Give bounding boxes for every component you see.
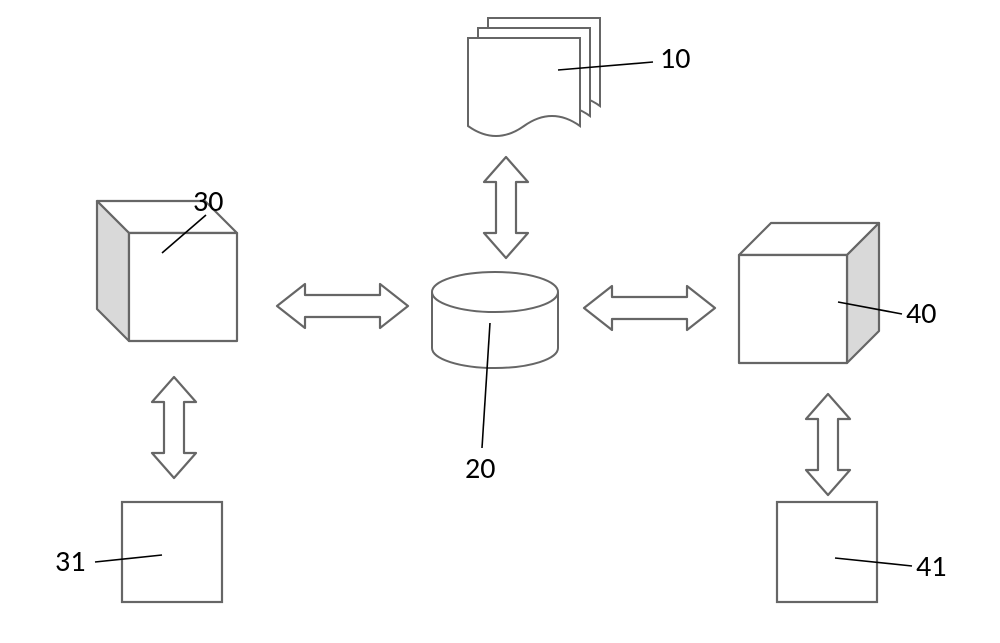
label-31: 31 (55, 543, 85, 580)
label-20: 20 (465, 450, 495, 487)
label-10: 10 (660, 40, 690, 77)
leader-41 (835, 558, 912, 566)
diagram-canvas: [data-name="node-cube-30"], [data-name="… (0, 0, 1000, 643)
leader-40 (838, 302, 902, 314)
leader-20 (482, 323, 490, 448)
label-40: 40 (906, 295, 936, 332)
leader-lines (0, 0, 1000, 643)
leader-30 (162, 215, 206, 253)
leader-31 (95, 555, 162, 562)
label-41: 41 (916, 548, 946, 585)
label-30: 30 (193, 183, 223, 220)
leader-10 (558, 62, 653, 70)
